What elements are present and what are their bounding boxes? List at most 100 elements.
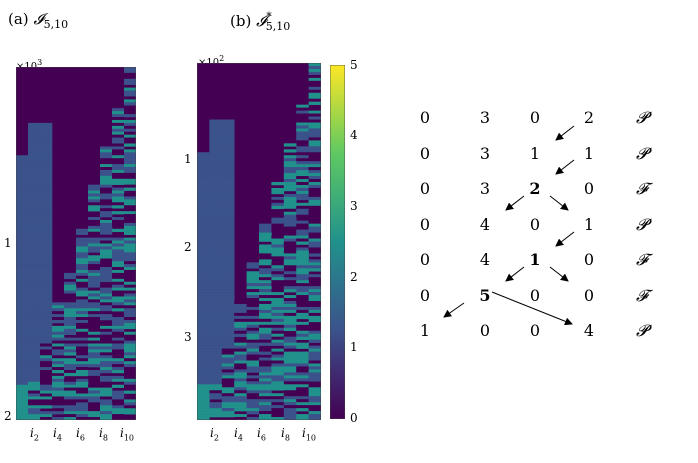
heatmap-cell <box>221 306 235 311</box>
heatmap-cell <box>221 262 235 266</box>
heatmap-cell <box>76 408 89 412</box>
panel-a-xtick: i6 <box>76 426 85 443</box>
heatmap-cell <box>259 336 272 340</box>
heatmap-cell <box>259 339 272 343</box>
arrow <box>555 159 575 175</box>
table-cell: 2 <box>529 179 541 198</box>
heatmap-cell <box>271 393 285 397</box>
heatmap-cell <box>271 283 285 287</box>
heatmap-cell <box>64 361 77 365</box>
heatmap-cell <box>221 324 235 329</box>
heatmap-cell <box>296 232 309 236</box>
heatmap-cell <box>112 322 125 327</box>
heatmap-cell <box>16 387 29 391</box>
heatmap-cell <box>259 265 272 269</box>
heatmap-cell <box>16 169 29 174</box>
heatmap-cell <box>296 324 309 329</box>
heatmap-cell <box>271 280 285 284</box>
heatmap-cell <box>209 262 223 266</box>
heatmap-cell <box>16 414 29 418</box>
table-cell: 3 <box>479 108 491 127</box>
heatmap-cell <box>209 408 223 412</box>
heatmap-cell <box>283 199 297 204</box>
heatmap-cell <box>296 283 309 287</box>
heatmap-cell <box>271 256 285 260</box>
heatmap-cell <box>100 408 113 412</box>
table-cell: 2 <box>583 108 595 127</box>
heatmap-cell <box>221 173 235 177</box>
heatmap-cell <box>259 414 272 418</box>
heatmap-cell <box>296 292 309 296</box>
heatmap-cell <box>100 222 113 227</box>
heatmap-cell <box>209 152 223 156</box>
heatmap-cell <box>283 164 297 168</box>
heatmap-cell <box>100 325 113 330</box>
heatmap-cell <box>124 293 136 297</box>
heatmap-cell <box>88 243 101 247</box>
heatmap-cell <box>259 271 272 275</box>
heatmap-cell <box>40 319 53 324</box>
heatmap-cell <box>283 214 297 218</box>
heatmap-cell <box>28 249 41 253</box>
heatmap-cell <box>88 219 101 224</box>
heatmap-cell <box>100 267 113 271</box>
heatmap-cell <box>234 324 247 329</box>
heatmap-cell <box>246 366 260 370</box>
heatmap-cell <box>308 125 321 129</box>
heatmap-cell <box>209 289 223 293</box>
heatmap-cell <box>197 167 210 171</box>
heatmap-cell <box>40 287 53 291</box>
heatmap-cell <box>112 319 125 324</box>
heatmap-cell <box>124 111 136 115</box>
heatmap-cell <box>221 375 235 379</box>
heatmap-cell <box>52 334 65 338</box>
heatmap-cell <box>296 327 309 332</box>
table-cell: 0 <box>419 250 431 269</box>
heatmap-cell <box>64 331 77 335</box>
heatmap-cell <box>209 173 223 177</box>
heatmap-cell <box>124 193 136 197</box>
heatmap-cell <box>296 241 309 245</box>
heatmap-cell <box>40 364 53 368</box>
heatmap-cell <box>100 390 113 394</box>
heatmap-cell <box>40 249 53 253</box>
heatmap-cell <box>28 302 41 306</box>
heatmap-cell <box>308 187 321 192</box>
heatmap-cell <box>246 298 260 302</box>
heatmap-cell <box>283 301 297 305</box>
heatmap-cell <box>197 223 210 227</box>
heatmap-cell <box>283 274 297 278</box>
heatmap-cell <box>112 169 125 174</box>
heatmap-cell <box>209 241 223 245</box>
heatmap-cell <box>271 202 285 207</box>
heatmap-cell <box>28 269 41 274</box>
heatmap-cell <box>197 360 210 364</box>
heatmap-cell <box>88 384 101 388</box>
heatmap-cell <box>246 381 260 385</box>
heatmap-cell <box>124 72 136 77</box>
heatmap-cell <box>40 358 53 362</box>
heatmap-cell <box>112 414 125 418</box>
heatmap-cell <box>88 214 101 218</box>
heatmap-cell <box>296 247 309 251</box>
heatmap-cell <box>221 226 235 230</box>
heatmap-cell <box>259 247 272 251</box>
heatmap-cell <box>112 408 125 412</box>
table-cell: 1 <box>583 214 595 234</box>
heatmap-cell <box>124 137 136 141</box>
heatmap-cell <box>197 414 210 418</box>
heatmap-cell <box>40 275 53 280</box>
heatmap-cell <box>296 387 309 391</box>
heatmap-cell <box>124 237 136 241</box>
heatmap-cell <box>76 402 89 406</box>
heatmap-cell <box>16 287 29 291</box>
heatmap-cell <box>221 301 235 305</box>
heatmap-cell <box>124 358 136 362</box>
heatmap-cell <box>221 327 235 332</box>
heatmap-cell <box>112 378 125 383</box>
heatmap-cell <box>88 202 101 206</box>
heatmap-cell <box>308 330 321 335</box>
heatmap-cell <box>308 354 321 358</box>
heatmap-cell <box>40 152 53 156</box>
heatmap-cell <box>28 169 41 174</box>
